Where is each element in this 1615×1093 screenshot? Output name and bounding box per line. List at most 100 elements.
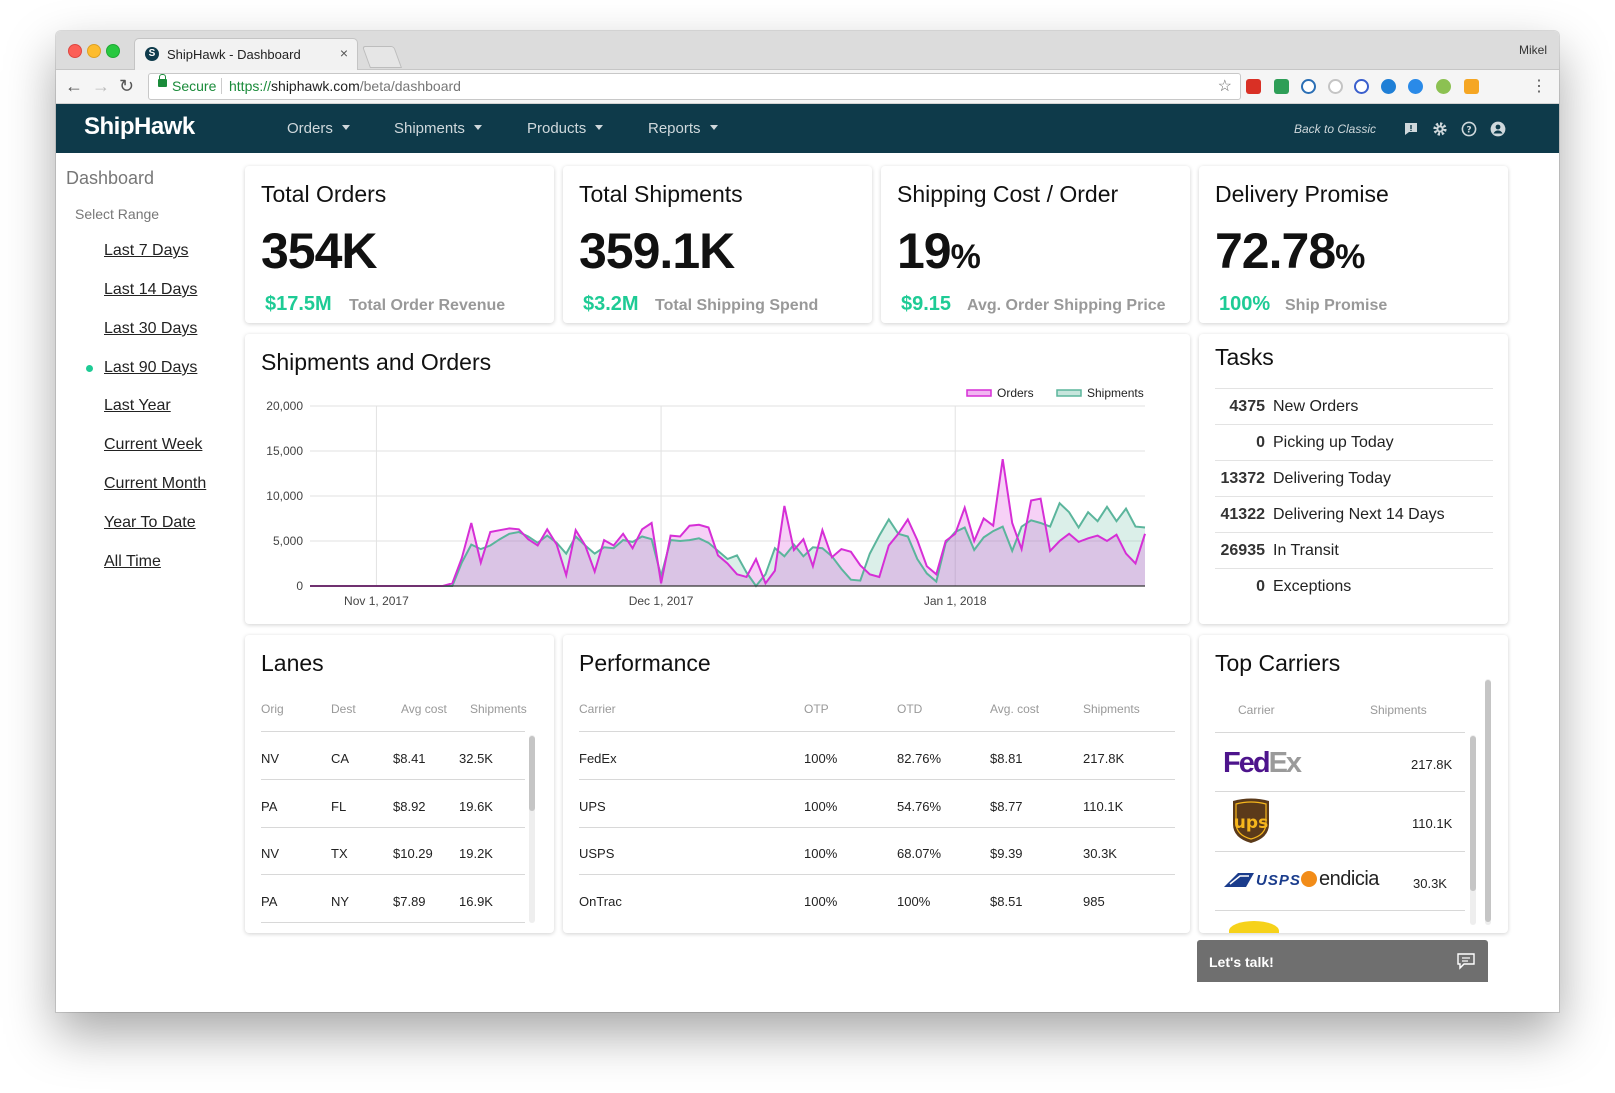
range-last-30-days[interactable]: Last 30 Days bbox=[104, 320, 198, 337]
x-tick-label: Dec 1, 2017 bbox=[629, 594, 694, 608]
extension-chat-icon[interactable] bbox=[1408, 79, 1423, 94]
cell-orig: NV bbox=[261, 751, 280, 766]
kpi-title: Total Shipments bbox=[579, 181, 743, 207]
account-avatar-icon[interactable] bbox=[1490, 121, 1506, 137]
nav-reports[interactable]: Reports bbox=[648, 120, 718, 137]
reload-icon[interactable]: ↻ bbox=[119, 76, 135, 96]
forward-arrow-icon[interactable]: → bbox=[92, 76, 110, 96]
kpi-title: Shipping Cost / Order bbox=[897, 181, 1119, 207]
extension-blue-icon[interactable] bbox=[1381, 79, 1396, 94]
extension-target-icon[interactable] bbox=[1354, 79, 1369, 94]
row-divider bbox=[579, 827, 1175, 828]
tasks-title: Tasks bbox=[1215, 344, 1274, 370]
settings-gear-icon[interactable] bbox=[1432, 121, 1448, 137]
row-divider bbox=[1215, 851, 1465, 852]
task-picking-up-today[interactable]: 0 Picking up Today bbox=[1215, 424, 1493, 461]
extension-android-icon[interactable] bbox=[1436, 79, 1451, 94]
nav-shipments[interactable]: Shipments bbox=[394, 120, 482, 137]
lanes-scrollbar-thumb[interactable] bbox=[529, 736, 535, 811]
back-to-classic-link[interactable]: Back to Classic bbox=[1294, 122, 1377, 136]
nav-products[interactable]: Products bbox=[527, 120, 603, 137]
extension-green-icon[interactable] bbox=[1274, 79, 1289, 94]
row-divider bbox=[261, 922, 525, 923]
lanes-card: Lanes Orig Dest Avg cost Shipments NV CA… bbox=[245, 635, 554, 933]
chart-title: Shipments and Orders bbox=[261, 349, 492, 375]
header-divider bbox=[261, 731, 525, 732]
browser-menu-icon[interactable]: ⋮ bbox=[1531, 78, 1547, 95]
address-bar[interactable]: Secure https://shiphawk.com/beta/dashboa… bbox=[148, 73, 1241, 100]
extension-check-icon[interactable] bbox=[1301, 79, 1316, 94]
browser-tab[interactable]: S ShipHawk - Dashboard × bbox=[134, 38, 358, 70]
task-count: 41322 bbox=[1220, 506, 1266, 523]
url-host: shiphawk.com bbox=[271, 78, 360, 94]
col-otd: OTD bbox=[897, 702, 923, 716]
active-range-indicator bbox=[86, 365, 93, 372]
kpi-value: 354K bbox=[261, 222, 378, 280]
carrier-shipments: 217.8K bbox=[1411, 757, 1453, 772]
extension-disabled-icon[interactable] bbox=[1328, 79, 1343, 94]
cell-otp: 100% bbox=[804, 846, 838, 861]
tab-close-icon[interactable]: × bbox=[339, 45, 348, 61]
kpi-sub-value: $17.5M bbox=[265, 293, 332, 315]
close-window-button[interactable] bbox=[68, 44, 82, 58]
range-last-14-days[interactable]: Last 14 Days bbox=[104, 281, 198, 298]
col-orig: Orig bbox=[261, 702, 284, 716]
carrier-shipments: 30.3K bbox=[1413, 876, 1447, 891]
endicia-swirl-icon bbox=[1301, 871, 1317, 887]
task-label: In Transit bbox=[1273, 542, 1339, 559]
range-all-time[interactable]: All Time bbox=[104, 553, 161, 570]
task-label: Picking up Today bbox=[1273, 434, 1394, 451]
range-last-90-days[interactable]: Last 90 Days bbox=[104, 359, 198, 376]
series-area-shipments bbox=[310, 503, 1145, 586]
task-count: 0 bbox=[1256, 578, 1265, 595]
lanes-scrollbar[interactable] bbox=[529, 735, 535, 923]
maximize-window-button[interactable] bbox=[106, 44, 120, 58]
carrier-shipments: 110.1K bbox=[1412, 816, 1453, 831]
task-exceptions[interactable]: 0 Exceptions bbox=[1215, 568, 1493, 605]
kpi-total-orders: Total Orders 354K $17.5M Total Order Rev… bbox=[245, 166, 554, 323]
kpi-value: 72.78% bbox=[1215, 222, 1365, 280]
kpi-title: Delivery Promise bbox=[1215, 181, 1389, 207]
task-label: Exceptions bbox=[1273, 578, 1352, 595]
shiphawk-logo[interactable]: ShipHawk bbox=[84, 113, 195, 140]
cell-avg-cost: $8.77 bbox=[990, 799, 1023, 814]
col-otp: OTP bbox=[804, 702, 829, 716]
feedback-icon[interactable] bbox=[1403, 121, 1419, 137]
col-shipments: Shipments bbox=[470, 702, 527, 716]
range-last-year[interactable]: Last Year bbox=[104, 397, 171, 414]
kpi-sub-label: Total Shipping Spend bbox=[655, 297, 819, 314]
task-delivering-today[interactable]: 13372 Delivering Today bbox=[1215, 460, 1493, 497]
range-year-to-date[interactable]: Year To Date bbox=[104, 514, 196, 531]
extension-orange-icon[interactable] bbox=[1464, 79, 1479, 94]
kpi-value-suffix: % bbox=[950, 238, 981, 276]
help-icon[interactable]: ? bbox=[1461, 121, 1477, 137]
task-in-transit[interactable]: 26935 In Transit bbox=[1215, 532, 1493, 569]
next-carrier-logo-partial bbox=[1229, 921, 1279, 933]
cell-avg-cost: $8.41 bbox=[393, 751, 426, 766]
range-last-7-days[interactable]: Last 7 Days bbox=[104, 242, 189, 259]
range-current-month[interactable]: Current Month bbox=[104, 475, 207, 492]
new-tab-button[interactable] bbox=[361, 46, 403, 68]
cell-avg-cost: $7.89 bbox=[393, 894, 426, 909]
kpi-value-suffix: % bbox=[1335, 238, 1365, 276]
ups-logo: ups bbox=[1233, 798, 1269, 843]
cell-avg-cost: $10.29 bbox=[393, 846, 433, 861]
profile-name[interactable]: Mikel bbox=[1518, 43, 1547, 57]
cell-carrier: OnTrac bbox=[579, 894, 622, 909]
cell-shipments: 19.6K bbox=[459, 799, 493, 814]
range-current-week[interactable]: Current Week bbox=[104, 436, 203, 453]
cell-carrier: USPS bbox=[579, 846, 615, 861]
nav-orders[interactable]: Orders bbox=[287, 120, 350, 137]
usps-eagle-icon bbox=[1224, 873, 1254, 887]
task-new-orders[interactable]: 4375 New Orders bbox=[1215, 388, 1493, 425]
back-arrow-icon[interactable]: ← bbox=[65, 76, 83, 96]
carrier-inner-scrollbar-thumb[interactable] bbox=[1470, 736, 1476, 891]
minimize-window-button[interactable] bbox=[87, 44, 101, 58]
cell-orig: PA bbox=[261, 799, 278, 814]
top-carriers-scrollbar-thumb[interactable] bbox=[1485, 680, 1491, 922]
task-delivering-next-14-days[interactable]: 41322 Delivering Next 14 Days bbox=[1215, 496, 1493, 533]
lets-talk-chat-widget[interactable]: Let's talk! bbox=[1197, 940, 1488, 982]
kpi-total-shipments: Total Shipments 359.1K $3.2M Total Shipp… bbox=[563, 166, 872, 323]
bookmark-star-icon[interactable]: ☆ bbox=[1217, 78, 1232, 95]
extension-gmail-icon[interactable] bbox=[1246, 79, 1261, 94]
